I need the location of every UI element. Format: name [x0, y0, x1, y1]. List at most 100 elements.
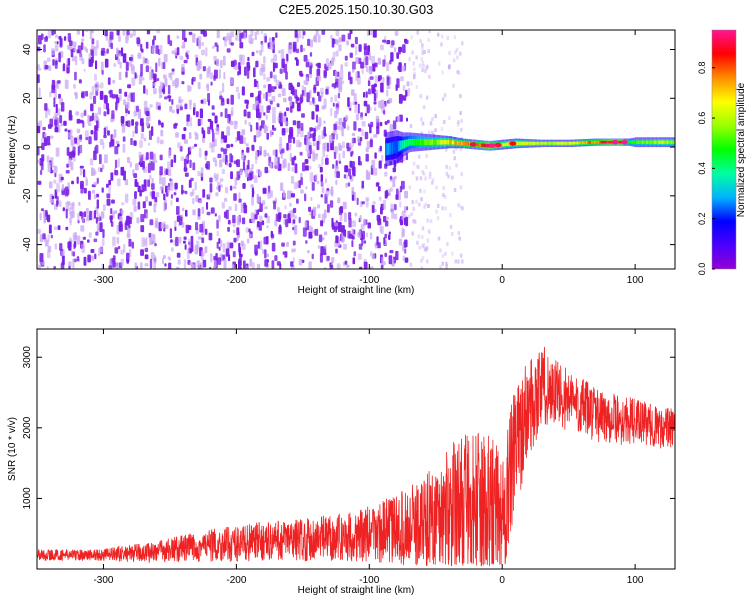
heatmap-cell — [198, 147, 202, 158]
heatmap-cell — [504, 142, 507, 147]
heatmap-cell — [335, 133, 339, 140]
heatmap-cell — [139, 139, 143, 148]
heatmap-cell — [106, 48, 109, 54]
heatmap-cell — [274, 255, 278, 261]
heatmap-cell — [369, 125, 372, 134]
heatmap-cell — [445, 147, 448, 152]
heatmap-cell — [80, 112, 84, 118]
heatmap-cell — [226, 118, 229, 124]
heatmap-cell — [595, 140, 597, 144]
heatmap-cell — [183, 236, 187, 240]
heatmap-cell — [300, 94, 304, 103]
heatmap-cell — [114, 159, 118, 169]
heatmap-cell — [437, 236, 441, 241]
heatmap-cell — [110, 172, 114, 181]
heatmap-cell — [69, 237, 72, 242]
heatmap-cell — [369, 106, 372, 111]
heatmap-cell — [583, 141, 585, 145]
heatmap-cell — [215, 192, 219, 197]
heatmap-cell — [216, 173, 219, 181]
heatmap-cell — [555, 142, 558, 145]
heatmap-cell — [278, 226, 282, 235]
heatmap-cell — [145, 196, 149, 202]
heatmap-cell — [345, 173, 348, 180]
heatmap-cell — [398, 50, 401, 55]
heatmap-cell — [229, 242, 234, 249]
heatmap-cell — [204, 246, 208, 254]
heatmap-cell — [337, 197, 341, 204]
heatmap-cell — [258, 93, 261, 104]
heatmap-cell — [366, 140, 371, 149]
heatmap-cell — [282, 128, 286, 133]
heatmap-cell — [407, 214, 411, 219]
heatmap-cell — [480, 143, 483, 147]
heatmap-cell — [383, 216, 387, 223]
heatmap-cell — [146, 30, 151, 35]
heatmap-cell — [242, 137, 247, 145]
heatmap-cell — [509, 141, 517, 146]
heatmap-cell — [305, 165, 309, 171]
heatmap-cell — [424, 69, 427, 74]
heatmap-cell — [448, 166, 452, 170]
heatmap-cell — [145, 152, 149, 160]
heatmap-cell — [434, 114, 437, 119]
heatmap-cell — [51, 195, 55, 200]
heatmap-cell — [51, 79, 55, 90]
heatmap-cell — [126, 157, 131, 163]
heatmap-cell — [377, 57, 381, 65]
heatmap-cell — [77, 212, 80, 222]
heatmap-cell — [37, 125, 41, 134]
heatmap-cell — [406, 206, 409, 211]
heatmap-cell — [540, 142, 543, 145]
heatmap-cell — [566, 142, 568, 145]
heatmap-cell — [574, 141, 576, 145]
heatmap-cell — [656, 140, 659, 144]
heatmap-cell — [220, 111, 223, 117]
heatmap-cell — [143, 137, 147, 142]
heatmap-cell — [117, 158, 120, 168]
heatmap-cell — [145, 65, 149, 73]
heatmap-cell — [80, 42, 84, 50]
heatmap-cell — [209, 142, 213, 149]
heatmap-cell — [313, 87, 317, 91]
heatmap-cell — [267, 84, 272, 93]
heatmap-cell — [423, 204, 426, 209]
heatmap-cell — [54, 44, 59, 52]
heatmap-cell — [488, 143, 496, 148]
heatmap-cell — [126, 215, 130, 226]
heatmap-cell — [283, 97, 287, 103]
heatmap-cell — [207, 126, 211, 135]
heatmap-cell — [365, 91, 368, 98]
heatmap-cell — [351, 235, 355, 240]
heatmap-cell — [451, 175, 454, 180]
heatmap-cell — [309, 133, 313, 138]
heatmap-cell — [421, 170, 424, 175]
heatmap-cell — [131, 241, 134, 249]
heatmap-cell — [264, 166, 268, 174]
heatmap-cell — [386, 89, 389, 97]
heatmap-cell — [306, 92, 310, 103]
heatmap-cell — [65, 226, 69, 231]
heatmap-cell — [527, 141, 530, 145]
heatmap-cell — [230, 77, 234, 85]
heatmap-cell — [236, 227, 240, 236]
snr-x-label: Height of straight line (km) — [298, 585, 415, 596]
heatmap-cell — [376, 236, 379, 246]
heatmap-cell — [404, 248, 407, 254]
heatmap-cell — [427, 204, 430, 208]
heatmap-cell — [83, 68, 86, 72]
heatmap-cell — [54, 243, 58, 250]
heatmap-cell — [391, 258, 395, 267]
heatmap-cell — [307, 131, 311, 138]
heatmap-cell — [391, 142, 394, 154]
heatmap-cell — [202, 251, 205, 257]
heatmap-cell — [305, 186, 308, 190]
heatmap-cell — [156, 136, 160, 144]
heatmap-cell — [338, 118, 343, 125]
heatmap-cell — [171, 247, 174, 252]
heatmap-cell — [355, 71, 358, 81]
heatmap-cell — [302, 31, 306, 36]
heatmap-cell — [116, 237, 120, 244]
heatmap-cell — [396, 78, 400, 88]
heatmap-cell — [329, 264, 334, 269]
